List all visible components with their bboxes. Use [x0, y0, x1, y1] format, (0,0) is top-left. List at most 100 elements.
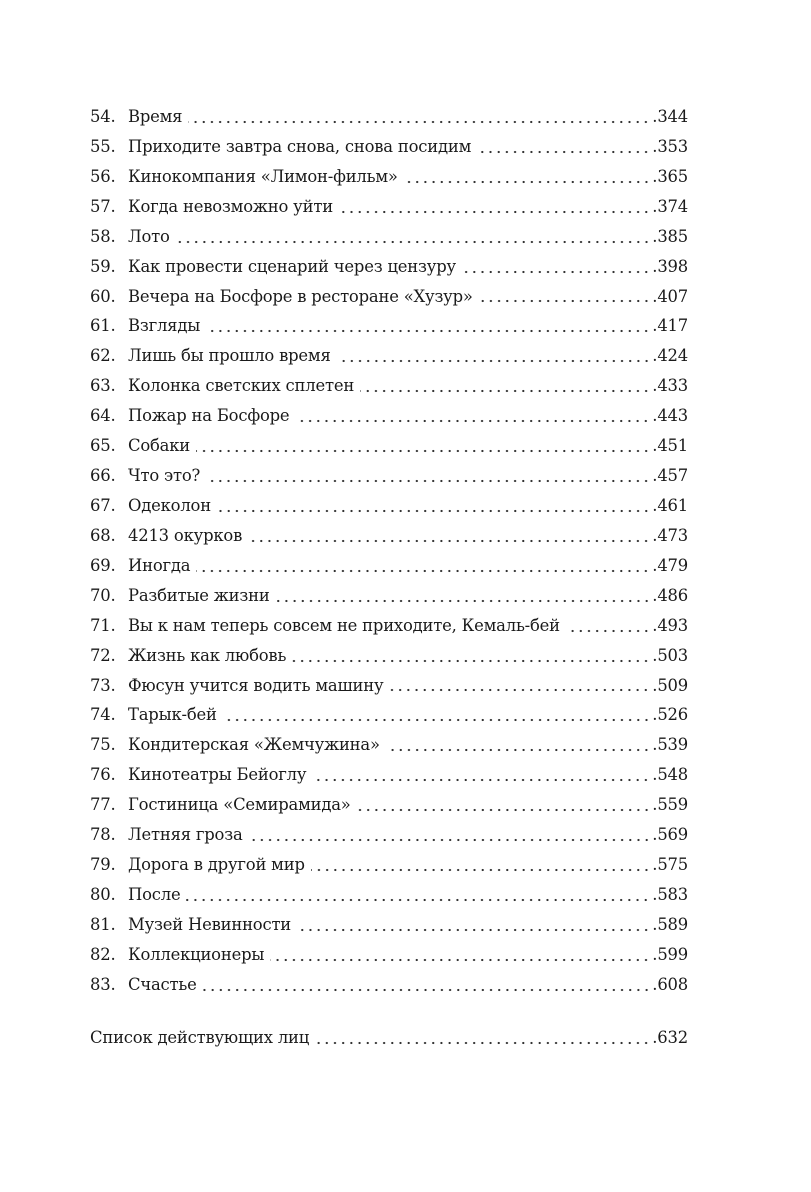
leader-dots — [295, 417, 651, 426]
toc-entry-appendix[interactable]: Список действующих лиц .632 — [90, 1023, 688, 1053]
entry-number: 78. — [90, 825, 116, 845]
entry-number: 72. — [90, 645, 116, 665]
toc-entry[interactable]: 66. Что это? .457 — [90, 461, 688, 491]
toc-entry[interactable]: 58. Лото .385 — [90, 222, 688, 252]
toc-entry[interactable]: 63. Колонка светских сплетен .433 — [90, 371, 688, 401]
entry-page: .407 — [652, 286, 688, 306]
toc-entry[interactable]: 68. 4213 окурков .473 — [90, 521, 688, 551]
entry-page-number: 417 — [657, 316, 688, 336]
toc-entry[interactable]: 56. Кинокомпания «Лимон-фильм» .365 — [90, 162, 688, 192]
entry-page-number: 451 — [657, 436, 688, 456]
entry-page: .479 — [652, 555, 688, 575]
leader-dots — [202, 985, 651, 994]
entry-number: 65. — [90, 436, 116, 456]
toc-entry[interactable]: 71. Вы к нам теперь совсем не приходите, … — [90, 611, 688, 641]
toc-entry[interactable]: 60. Вечера на Босфоре в ресторане «Хузур»… — [90, 282, 688, 312]
entry-title: Время — [128, 107, 183, 126]
toc-entry[interactable]: 55. Приходите завтра снова, снова посидим… — [90, 132, 688, 162]
entry-page: .486 — [652, 585, 688, 605]
leader-dots — [248, 836, 651, 845]
entry-title: Взгляды — [128, 316, 201, 336]
toc-entry[interactable]: 72. Жизнь как любовь .503 — [90, 641, 688, 671]
entry-title: Когда невозможно уйти — [128, 196, 333, 216]
entry-page: .583 — [652, 884, 688, 904]
entry-page: .509 — [652, 675, 688, 695]
entry-page-number: 398 — [657, 256, 688, 276]
entry-number: 55. — [90, 136, 116, 156]
entry-number: 70. — [90, 585, 116, 605]
toc-entry[interactable]: 82. Коллекционеры .599 — [90, 940, 688, 970]
toc-entry[interactable]: 65. Собаки .451 — [90, 431, 688, 461]
toc-entry[interactable]: 69. Иногда .479 — [90, 551, 688, 581]
entry-page: .353 — [652, 136, 688, 156]
entry-page: .526 — [652, 705, 688, 725]
entry-title: Дорога в другой мир — [128, 855, 305, 875]
entry-page: .374 — [652, 196, 688, 216]
entry-page-number: 583 — [657, 884, 688, 904]
toc-entry[interactable]: 57. Когда невозможно уйти .374 — [90, 192, 688, 222]
entry-title: Кинокомпания «Лимон-фильм» — [128, 166, 398, 186]
entry-page: .417 — [652, 316, 688, 336]
entry-page-number: 493 — [657, 615, 688, 635]
leader-dots — [336, 357, 651, 366]
toc-entry[interactable]: 77. Гостиница «Семирамида» .559 — [90, 790, 688, 820]
toc-entry[interactable]: 81. Музей Невинности .589 — [90, 910, 688, 940]
entry-title: Как провести сценарий через цензуру — [128, 256, 456, 276]
entry-number: 61. — [90, 316, 116, 336]
leader-dots — [356, 806, 651, 815]
entry-page-number: 433 — [657, 376, 688, 396]
toc-entry[interactable]: 78. Летняя гроза .569 — [90, 820, 688, 850]
toc-entry[interactable]: 75. Кондитерская «Жемчужина» .539 — [90, 730, 688, 760]
entry-title: Летняя гроза — [128, 825, 243, 845]
toc-entry[interactable]: 54. Время .344 — [90, 102, 688, 132]
entry-page-number: 569 — [657, 825, 688, 845]
entry-page: .365 — [652, 166, 688, 186]
toc-entry[interactable]: 67. Одеколон .461 — [90, 491, 688, 521]
entry-number: 57. — [90, 196, 116, 216]
entry-title: Разбитые жизни — [128, 585, 270, 605]
entry-page-number: 589 — [657, 914, 688, 934]
entry-page-number: 526 — [657, 705, 688, 725]
toc-entry[interactable]: 62. Лишь бы прошло время .424 — [90, 341, 688, 371]
entry-number: 68. — [90, 525, 116, 545]
entry-page-number: 385 — [657, 226, 688, 246]
entry-page-number: 365 — [657, 166, 688, 186]
entry-page-number: 443 — [657, 406, 688, 426]
entry-page-number: 486 — [657, 585, 688, 605]
entry-title: Кондитерская «Жемчужина» — [128, 735, 380, 755]
entry-page: .398 — [652, 256, 688, 276]
toc-entry[interactable]: 79. Дорога в другой мир .575 — [90, 850, 688, 880]
entry-number: 59. — [90, 256, 116, 276]
toc-entry[interactable]: 61. Взгляды .417 — [90, 311, 688, 341]
leader-dots — [360, 387, 651, 396]
leader-dots — [196, 566, 651, 575]
entry-title: Собаки — [128, 436, 191, 456]
entry-page: .632 — [652, 1027, 688, 1047]
entry-number: 76. — [90, 765, 116, 785]
toc-entry[interactable]: 80. После .583 — [90, 880, 688, 910]
entry-page-number: 548 — [657, 765, 688, 785]
toc-entry[interactable]: 59. Как провести сценарий через цензуру .3… — [90, 252, 688, 282]
entry-page-number: 559 — [657, 795, 688, 815]
toc-entry[interactable]: 76. Кинотеатры Бейоглу .548 — [90, 760, 688, 790]
entry-number: 60. — [90, 286, 116, 306]
leader-dots — [175, 237, 651, 246]
entry-page-number: 374 — [657, 196, 688, 216]
toc-entry[interactable]: 74. Тарык-бей .526 — [90, 700, 688, 730]
entry-page: .344 — [652, 107, 688, 126]
entry-page-number: 461 — [657, 495, 688, 515]
leader-dots — [389, 686, 651, 695]
toc-entry[interactable]: 70. Разбитые жизни .486 — [90, 581, 688, 611]
entry-number: 82. — [90, 944, 116, 964]
toc-entry[interactable]: 73. Фюсун учится водить машину .509 — [90, 671, 688, 701]
entry-title: Вечера на Босфоре в ресторане «Хузур» — [128, 286, 473, 306]
entry-page-number: 599 — [657, 944, 688, 964]
leader-dots — [477, 147, 651, 156]
toc-entry[interactable]: 83. Счастье .608 — [90, 970, 688, 1000]
leader-dots — [292, 656, 651, 665]
toc-entry[interactable]: 64. Пожар на Босфоре .443 — [90, 401, 688, 431]
leader-dots — [385, 746, 651, 755]
entry-title: Гостиница «Семирамида» — [128, 795, 351, 815]
entry-number: 62. — [90, 346, 116, 366]
entry-page: .575 — [652, 855, 688, 875]
